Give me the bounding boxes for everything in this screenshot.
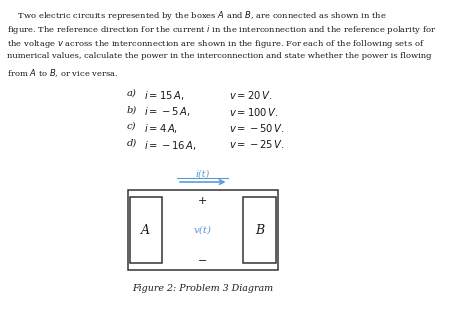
Text: Two electric circuits represented by the boxes $A$ and $B$, are connected as sho: Two electric circuits represented by the…	[7, 9, 386, 22]
Text: $i = 15\,A,$: $i = 15\,A,$	[144, 89, 184, 102]
Text: Figure 2: Problem 3 Diagram: Figure 2: Problem 3 Diagram	[132, 284, 273, 293]
Text: B: B	[255, 223, 264, 237]
Text: d): d)	[127, 139, 137, 148]
Text: figure. The reference direction for the current $i$ in the interconnection and t: figure. The reference direction for the …	[7, 23, 437, 37]
Text: c): c)	[127, 122, 136, 131]
Text: $i = -5\,A,$: $i = -5\,A,$	[144, 106, 190, 118]
Text: +: +	[198, 196, 208, 206]
Text: a): a)	[127, 89, 137, 98]
Bar	[244, 197, 276, 263]
Text: A: A	[141, 223, 150, 237]
Text: $v = -25\,V.$: $v = -25\,V.$	[229, 139, 285, 150]
Text: $v = 20\,V.$: $v = 20\,V.$	[229, 89, 273, 101]
Text: b): b)	[127, 106, 137, 115]
Text: from $A$ to $B$, or vice versa.: from $A$ to $B$, or vice versa.	[7, 67, 118, 79]
Text: $i = -16\,A,$: $i = -16\,A,$	[144, 139, 196, 151]
Text: i(t): i(t)	[196, 170, 210, 179]
Text: v(t): v(t)	[194, 225, 212, 235]
Text: $v = 100\,V.$: $v = 100\,V.$	[229, 106, 279, 117]
Text: numerical values, calculate the power in the interconnection and state whether t: numerical values, calculate the power in…	[7, 52, 431, 60]
Bar	[130, 197, 162, 263]
Bar	[128, 190, 278, 270]
Text: the voltage $v$ across the interconnection are shown in the figure. For each of : the voltage $v$ across the interconnecti…	[7, 38, 425, 50]
Text: −: −	[198, 256, 208, 266]
Text: $i = 4\,A,$: $i = 4\,A,$	[144, 122, 178, 135]
Text: $v = -50\,V.$: $v = -50\,V.$	[229, 122, 285, 134]
